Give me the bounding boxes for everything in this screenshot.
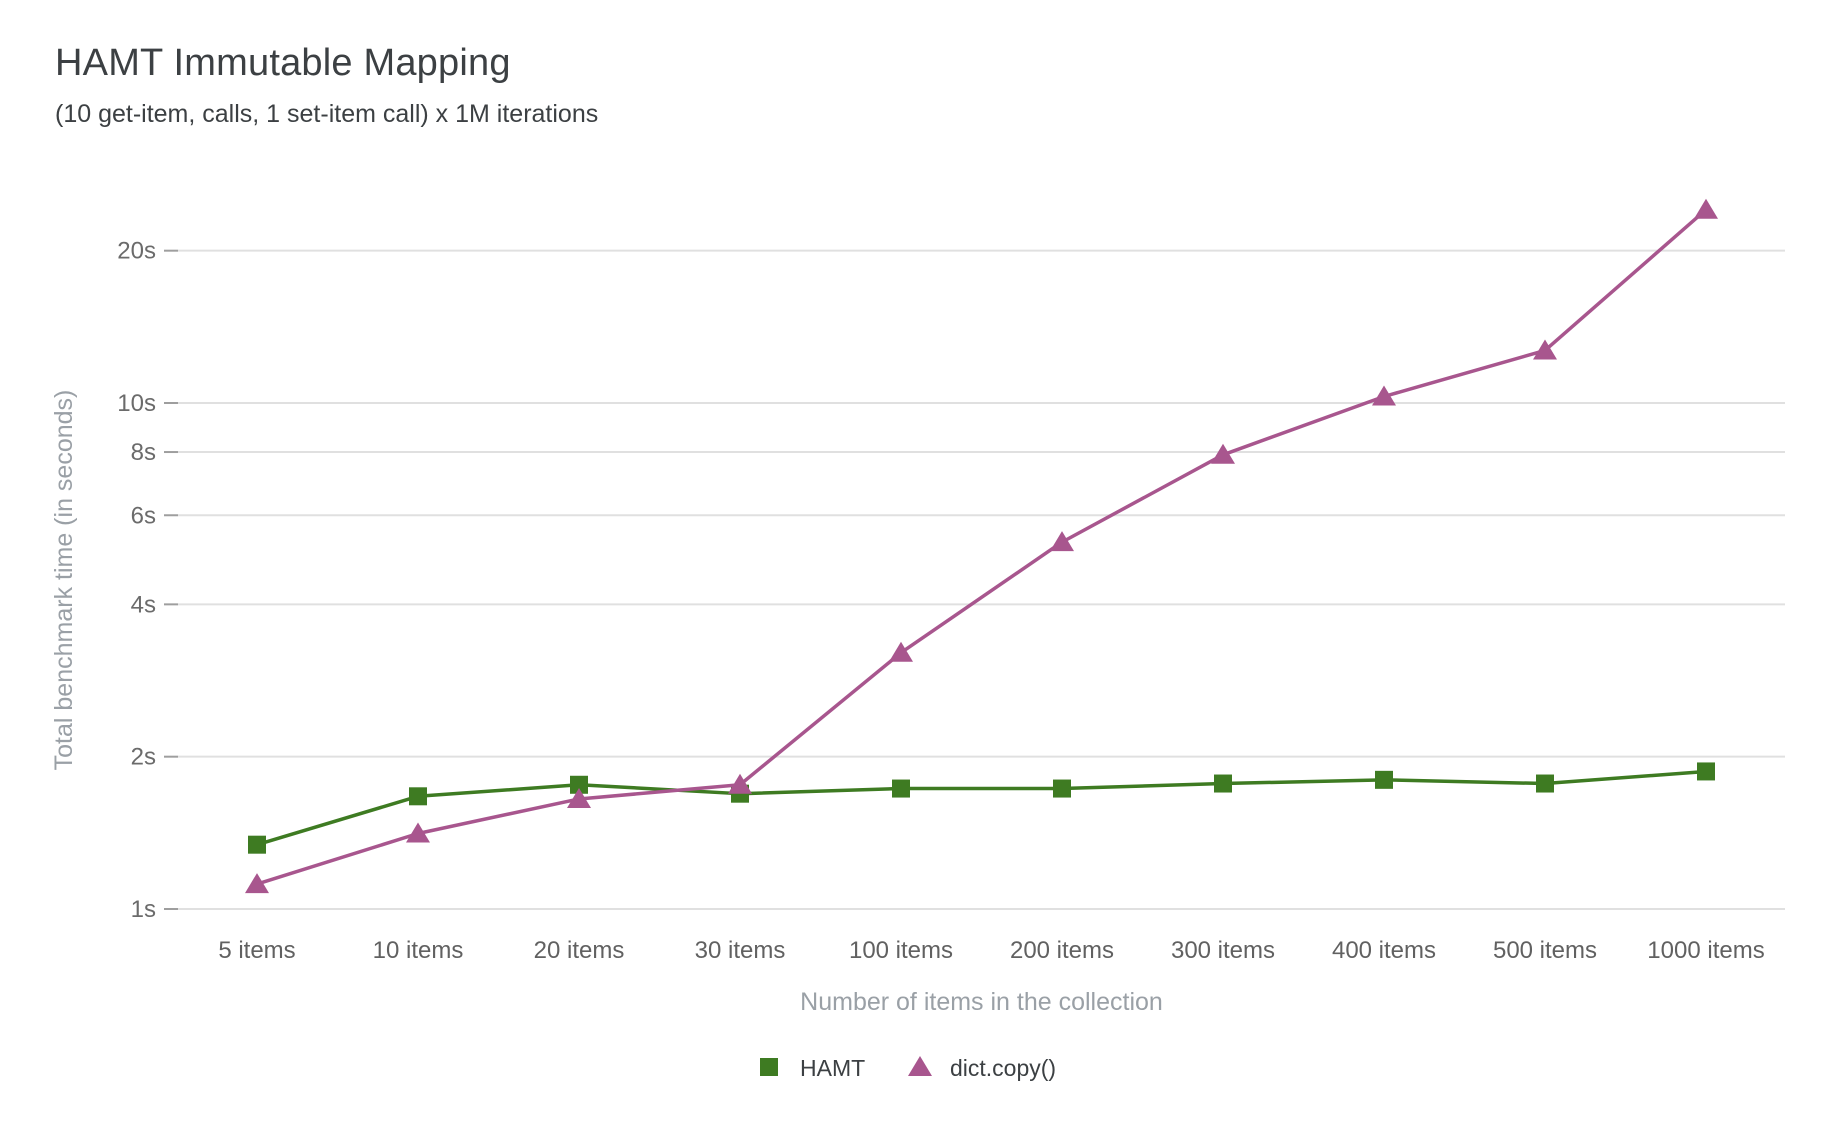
legend: HAMT dict.copy(): [760, 1055, 1056, 1081]
y-axis-title: Total benchmark time (in seconds): [50, 390, 78, 771]
axis-labels-layer: 1s 2s 4s 6s 8s 10s 20s 5 items 10 items 20 items 3…: [50, 238, 1765, 1016]
legend-label-dict-copy: dict.copy(): [950, 1055, 1056, 1081]
data-point-marker-hamt[interactable]: [409, 787, 427, 806]
chart-subtitle: (10 get-item, calls, 1 set-item call) x …: [55, 100, 599, 128]
legend-swatch-hamt: [760, 1058, 778, 1076]
y-tick-label: 8s: [131, 439, 156, 466]
x-axis-title: Number of items in the collection: [800, 988, 1163, 1016]
data-point-marker-hamt[interactable]: [1536, 774, 1554, 793]
x-tick-label: 500 items: [1493, 937, 1597, 964]
data-point-marker-hamt[interactable]: [1375, 770, 1393, 789]
x-tick-label: 200 items: [1010, 937, 1114, 964]
data-point-marker-hamt[interactable]: [1053, 779, 1071, 798]
data-point-marker-dict-copy[interactable]: [1050, 531, 1074, 552]
x-tick-label: 300 items: [1171, 937, 1275, 964]
x-tick-label: 20 items: [534, 937, 625, 964]
gridlines-layer: [164, 249, 1785, 910]
data-point-marker-dict-copy[interactable]: [1694, 198, 1718, 219]
data-point-marker-dict-copy[interactable]: [406, 822, 430, 843]
y-tick-label: 1s: [131, 896, 156, 923]
data-point-marker-dict-copy[interactable]: [1211, 443, 1235, 464]
data-point-marker-dict-copy[interactable]: [1533, 339, 1557, 360]
legend-item-dict-copy: dict.copy(): [908, 1055, 1056, 1081]
x-tick-label: 100 items: [849, 937, 953, 964]
y-tick-label: 6s: [131, 502, 156, 529]
x-tick-label: 10 items: [373, 937, 464, 964]
data-point-marker-hamt[interactable]: [1214, 774, 1232, 793]
data-point-marker-hamt[interactable]: [1697, 762, 1715, 781]
data-point-marker-dict-copy[interactable]: [245, 873, 269, 894]
data-point-marker-hamt[interactable]: [892, 779, 910, 798]
x-tick-label: 1000 items: [1647, 937, 1764, 964]
legend-item-hamt: HAMT: [760, 1055, 865, 1081]
data-point-marker-dict-copy[interactable]: [889, 641, 913, 662]
chart-title: HAMT Immutable Mapping: [55, 42, 511, 84]
data-point-marker-dict-copy[interactable]: [1372, 385, 1396, 406]
legend-label-hamt: HAMT: [800, 1055, 865, 1081]
x-tick-label: 400 items: [1332, 937, 1436, 964]
y-tick-label: 20s: [117, 238, 156, 265]
y-tick-label: 4s: [131, 591, 156, 618]
series-line-hamt: [256, 769, 1707, 847]
y-tick-label: 2s: [131, 744, 156, 771]
data-point-marker-hamt[interactable]: [570, 775, 588, 794]
series-layer: [245, 198, 1718, 894]
y-tick-label: 10s: [117, 390, 156, 417]
data-point-marker-dict-copy[interactable]: [567, 787, 591, 808]
series-line-dict-copy: [256, 208, 1708, 886]
x-tick-label: 30 items: [695, 937, 786, 964]
x-tick-label: 5 items: [218, 937, 295, 964]
data-point-marker-dict-copy[interactable]: [728, 773, 752, 794]
data-point-marker-hamt[interactable]: [248, 835, 266, 854]
legend-swatch-dict-copy: [908, 1056, 932, 1076]
